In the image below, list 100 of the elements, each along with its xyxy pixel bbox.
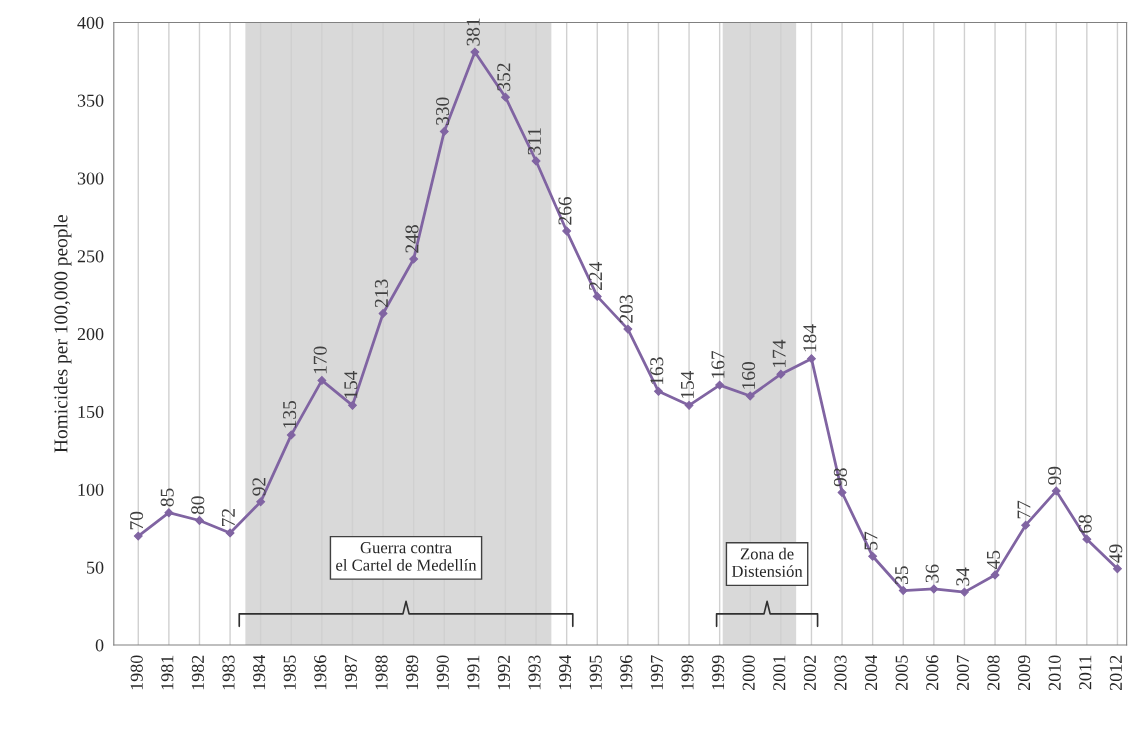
point <box>164 508 174 518</box>
point <box>1051 486 1061 496</box>
point <box>501 92 510 102</box>
point <box>317 375 327 385</box>
x-tick-label: 2008 <box>987 655 1000 691</box>
point <box>960 587 969 597</box>
x-tick-label: 1996 <box>620 655 633 690</box>
x-tick-label: 1993 <box>528 655 541 690</box>
band-label: Zona de Distensión <box>731 547 803 577</box>
point <box>837 488 847 497</box>
x-tick-label: 1982 <box>191 655 204 690</box>
data-label: 70 <box>130 511 144 530</box>
data-label: 160 <box>742 362 756 389</box>
data-label: 85 <box>160 488 174 507</box>
point <box>409 254 419 264</box>
x-tick-label: 1980 <box>130 655 143 690</box>
x-tick-label: 1995 <box>589 655 602 690</box>
y-tick-label: 100 <box>78 483 104 496</box>
data-label: 174 <box>772 339 786 367</box>
x-tick-label: 2005 <box>895 655 908 691</box>
data-label: 224 <box>589 261 602 290</box>
data-label: 381 <box>466 18 480 46</box>
point <box>990 570 1000 580</box>
point <box>807 354 816 364</box>
y-axis-title: Homicides per 100,000 people <box>53 215 72 453</box>
point <box>868 551 878 561</box>
point <box>1112 564 1122 574</box>
band-label: Guerra contra el Cartel de Medellín <box>336 542 477 571</box>
x-tick-label: 1994 <box>559 655 572 690</box>
y-tick-label: 0 <box>95 639 104 652</box>
x-tick-label: 2012 <box>1109 655 1122 691</box>
point <box>439 126 449 136</box>
data-label: 80 <box>191 496 205 515</box>
y-tick-label: 200 <box>77 328 104 341</box>
data-label: 163 <box>650 357 664 385</box>
point <box>225 528 235 538</box>
x-tick-label: 1991 <box>467 655 480 690</box>
y-tick-label: 150 <box>78 405 104 418</box>
y-tick-label: 300 <box>77 172 104 185</box>
point <box>776 369 786 379</box>
x-tick-label: 1987 <box>344 655 357 690</box>
x-tick-label: 1997 <box>650 655 663 690</box>
data-label: 98 <box>833 468 847 487</box>
x-tick-label: 1983 <box>222 655 235 690</box>
data-label: 330 <box>436 97 450 125</box>
point <box>592 291 602 301</box>
data-label: 213 <box>374 279 388 308</box>
x-tick-label: 1998 <box>681 655 694 690</box>
x-tick-label: 1989 <box>406 655 419 690</box>
x-tick-label: 1986 <box>314 655 327 690</box>
point <box>684 400 694 410</box>
x-tick-label: 2004 <box>864 655 878 691</box>
x-tick-label: 1990 <box>436 655 449 690</box>
x-tick-label: 2011 <box>1079 655 1092 690</box>
point <box>562 226 572 236</box>
point <box>531 156 541 166</box>
data-label: 35 <box>895 566 909 585</box>
data-label: 68 <box>1078 514 1092 533</box>
x-tick-label: 2000 <box>742 655 755 691</box>
data-label: 352 <box>497 63 511 91</box>
x-tick-label: 2006 <box>926 655 939 691</box>
y-tick-label: 350 <box>77 94 104 107</box>
data-label: 154 <box>344 370 358 399</box>
x-tick-label: 2009 <box>1017 655 1031 691</box>
point <box>1021 520 1031 530</box>
data-label: 92 <box>252 477 266 496</box>
point <box>654 386 663 396</box>
x-tick-label: 2003 <box>834 655 847 691</box>
point <box>898 586 908 595</box>
data-label: 266 <box>558 196 572 225</box>
x-tick-label: 2001 <box>773 655 786 691</box>
data-label: 135 <box>283 400 297 428</box>
data-label: 154 <box>680 370 694 399</box>
x-tick-label: 2002 <box>803 655 816 691</box>
data-label: 248 <box>405 225 419 253</box>
data-label: 311 <box>527 128 541 155</box>
data-label: 72 <box>221 509 235 527</box>
point <box>470 47 480 57</box>
data-label: 167 <box>711 350 725 378</box>
point <box>378 309 388 318</box>
y-tick-label: 400 <box>77 16 104 29</box>
x-tick-label: 1985 <box>283 655 296 690</box>
y-tick-label: 50 <box>87 561 104 574</box>
data-label: 36 <box>925 564 939 583</box>
point <box>348 400 357 410</box>
data-label: 45 <box>986 550 1000 570</box>
x-tick-label: 2007 <box>956 655 969 691</box>
x-tick-label: 1984 <box>253 655 266 690</box>
data-label: 184 <box>803 324 817 352</box>
point <box>715 380 725 390</box>
x-tick-label: 1988 <box>375 655 388 690</box>
point <box>929 584 939 594</box>
y-tick-label: 250 <box>77 250 104 263</box>
point <box>623 324 633 334</box>
data-label: 170 <box>313 346 327 374</box>
point <box>133 531 143 541</box>
point <box>256 497 266 507</box>
x-tick-label: 1981 <box>161 655 174 690</box>
x-tick-label: 1992 <box>497 655 510 690</box>
data-label: 49 <box>1109 544 1123 563</box>
